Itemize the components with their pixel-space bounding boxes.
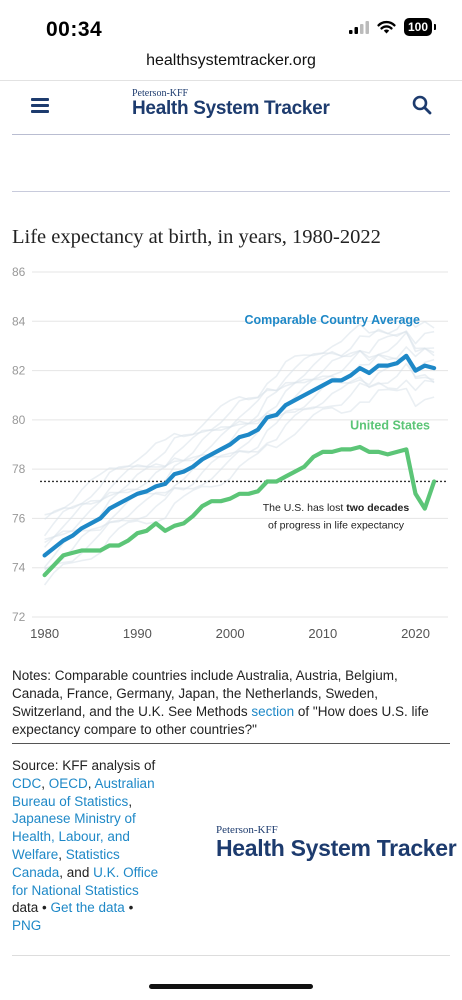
notes-text: Notes: Comparable countries include Aust… — [12, 668, 398, 719]
header-divider — [12, 134, 450, 135]
wifi-icon — [377, 20, 396, 34]
footer-logo-main-text: Health System Tracker — [216, 835, 457, 861]
separator: • — [124, 900, 134, 916]
x-tick-label: 2000 — [216, 626, 245, 641]
source-prefix: Source: KFF analysis of — [12, 758, 156, 773]
country-line — [44, 331, 435, 544]
search-icon[interactable] — [412, 95, 432, 115]
site-logo[interactable]: Peterson-KFF Health System Tracker — [132, 88, 330, 119]
japan-ministry-link[interactable]: Japanese Ministry of Health, Labour, and… — [12, 811, 136, 862]
status-bar: 00:34 100 — [0, 0, 462, 48]
logo-main-text: Health System Tracker — [132, 98, 330, 119]
url-divider — [0, 80, 462, 81]
y-tick-label: 76 — [12, 511, 26, 525]
y-tick-label: 80 — [12, 413, 26, 427]
cellular-signal-icon — [348, 20, 369, 34]
country-line — [43, 330, 435, 537]
series-label-comparable: Comparable Country Average — [244, 313, 420, 327]
annotation-text: The U.S. has lost — [263, 502, 346, 514]
methods-section-link[interactable]: section — [251, 704, 295, 719]
status-time: 00:34 — [46, 18, 103, 41]
notes-divider — [12, 743, 450, 744]
country-line — [44, 346, 435, 541]
country-line — [44, 379, 435, 570]
x-tick-label: 2020 — [401, 626, 430, 641]
y-tick-label: 82 — [12, 364, 26, 378]
y-tick-label: 74 — [12, 561, 26, 575]
section-divider — [12, 191, 450, 192]
separator: • — [38, 900, 51, 916]
annotation-bold-text: two decades — [346, 502, 409, 514]
united-states-line — [42, 444, 437, 578]
x-tick-label: 1990 — [123, 626, 152, 641]
bottom-divider — [12, 955, 450, 956]
country-line — [44, 315, 435, 516]
uk-ons-link[interactable]: U.K. Office for National Statistics — [12, 864, 159, 898]
y-tick-label: 86 — [12, 265, 26, 279]
series-label-united-states: United States — [350, 419, 430, 433]
country-line — [43, 357, 435, 568]
country-line — [44, 362, 435, 571]
png-link[interactable]: PNG — [12, 918, 42, 934]
chart-notes: Notes: Comparable countries include Aust… — [12, 667, 452, 739]
annotation-line-2: of progress in life expectancy — [268, 519, 405, 531]
battery-indicator: 100 — [403, 18, 437, 36]
url-bar[interactable]: healthsystemtracker.org — [146, 52, 316, 69]
menu-icon[interactable] — [31, 98, 49, 113]
life-expectancy-chart: 72 74 76 78 80 82 84 86 1980 1990 2000 2010 2020 Comp… — [12, 265, 448, 641]
home-indicator[interactable] — [149, 984, 313, 989]
y-tick-label: 72 — [12, 610, 26, 624]
y-tick-label: 84 — [12, 314, 26, 328]
footer-logo-top-text: Peterson-KFF — [216, 824, 278, 836]
country-line — [44, 328, 435, 520]
country-line — [43, 387, 435, 586]
cdc-link[interactable]: CDC — [12, 775, 42, 791]
site-header: Peterson-KFF Health System Tracker — [0, 82, 462, 134]
chart-source: Source: KFF analysis of CDC, OECD, Austr… — [12, 758, 159, 934]
notes-text-after: of "How does U.S. life expectancy compar… — [12, 704, 429, 737]
country-line — [44, 353, 435, 548]
logo-top-text: Peterson-KFF — [132, 88, 189, 99]
footer-logo: Peterson-KFF Health System Tracker — [216, 824, 457, 861]
oecd-link[interactable]: OECD — [48, 775, 88, 791]
x-tick-label: 2010 — [308, 626, 337, 641]
get-the-data-link[interactable]: Get the data — [50, 900, 125, 916]
abs-link[interactable]: Australian Bureau of Statistics — [12, 775, 155, 809]
x-tick-label: 1980 — [30, 626, 59, 641]
statistics-canada-link[interactable]: Statistics Canada — [12, 846, 120, 880]
chart-title: Life expectancy at birth, in years, 1980… — [12, 226, 381, 248]
status-icons: 100 — [348, 18, 437, 36]
data-word: data — [12, 900, 39, 916]
y-tick-label: 78 — [12, 462, 26, 476]
annotation-line-1: The U.S. has lost two decades — [263, 502, 410, 514]
comparable-country-average-line — [42, 353, 437, 558]
